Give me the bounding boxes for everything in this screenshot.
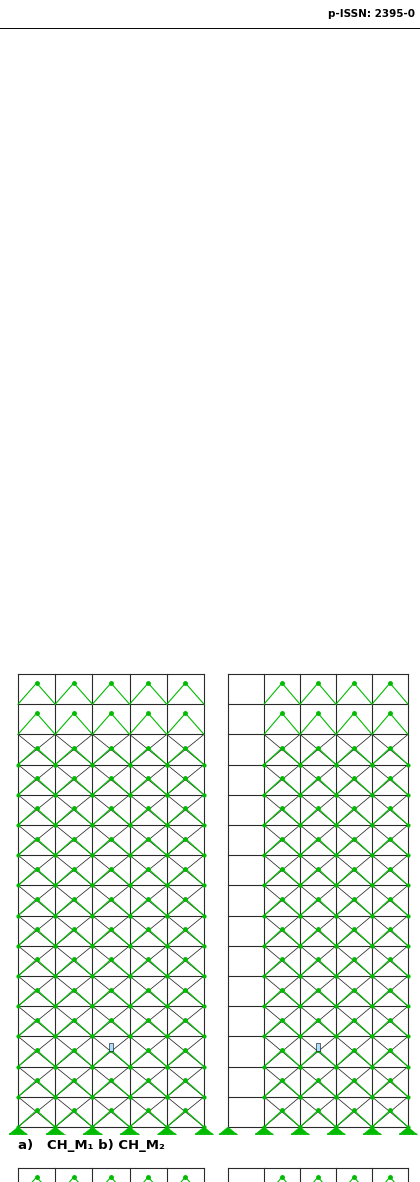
Text: a)   CH_M₁ b) CH_M₂: a) CH_M₁ b) CH_M₂ <box>18 1138 165 1151</box>
Bar <box>109 1044 113 1051</box>
Polygon shape <box>121 1126 138 1134</box>
Polygon shape <box>256 1126 272 1134</box>
Text: p-ISSN: 2395-0: p-ISSN: 2395-0 <box>328 9 415 19</box>
Polygon shape <box>220 1126 236 1134</box>
Polygon shape <box>84 1126 100 1134</box>
Polygon shape <box>292 1126 308 1134</box>
Polygon shape <box>328 1126 344 1134</box>
Polygon shape <box>196 1126 212 1134</box>
Polygon shape <box>47 1126 63 1134</box>
Polygon shape <box>159 1126 175 1134</box>
Polygon shape <box>364 1126 380 1134</box>
Polygon shape <box>400 1126 416 1134</box>
Polygon shape <box>10 1126 26 1134</box>
Bar <box>316 1044 320 1051</box>
